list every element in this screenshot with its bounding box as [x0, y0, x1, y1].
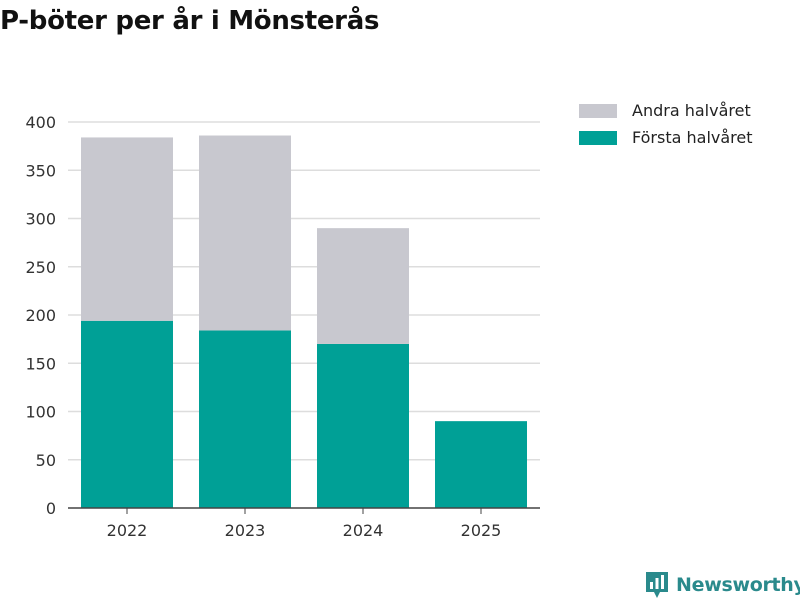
x-tick-label-2022: 2022: [107, 521, 148, 540]
legend-label-andra: Andra halvåret: [632, 101, 751, 120]
bar-2024-forsta: [317, 343, 409, 508]
newsworthy-brand[interactable]: Newsworthy: [644, 570, 800, 600]
legend-item-andra: Andra halvåret: [579, 97, 753, 124]
y-tick-label-200: 200: [25, 306, 56, 325]
y-tick-label-150: 150: [25, 354, 56, 373]
chart-title: P-böter per år i Mönsterås: [0, 6, 380, 36]
chart-legend: Andra halvåret Första halvåret: [579, 97, 753, 151]
legend-item-forsta: Första halvåret: [579, 124, 753, 151]
legend-swatch-andra: [579, 103, 617, 118]
y-tick-label-400: 400: [25, 113, 56, 132]
bar-2023-andra: [199, 135, 291, 331]
bar-2023-forsta: [199, 330, 291, 508]
y-tick-label-300: 300: [25, 210, 56, 229]
y-tick-label-250: 250: [25, 258, 56, 277]
x-tick-label-2025: 2025: [461, 521, 502, 540]
brand-name: Newsworthy: [676, 574, 800, 596]
bar-2025-forsta: [435, 421, 527, 508]
newsworthy-logo-icon: [646, 572, 668, 598]
y-tick-label-100: 100: [25, 403, 56, 422]
bar-2022-forsta: [81, 320, 173, 508]
y-tick-label-50: 50: [36, 451, 56, 470]
x-tick-label-2024: 2024: [343, 521, 384, 540]
legend-swatch-forsta: [579, 130, 617, 145]
bar-2024-andra: [317, 228, 409, 344]
legend-label-forsta: Första halvåret: [632, 128, 753, 147]
y-tick-label-350: 350: [25, 161, 56, 180]
x-tick-label-2023: 2023: [225, 521, 266, 540]
y-tick-label-0: 0: [46, 499, 56, 518]
bar-2022-andra: [81, 137, 173, 321]
